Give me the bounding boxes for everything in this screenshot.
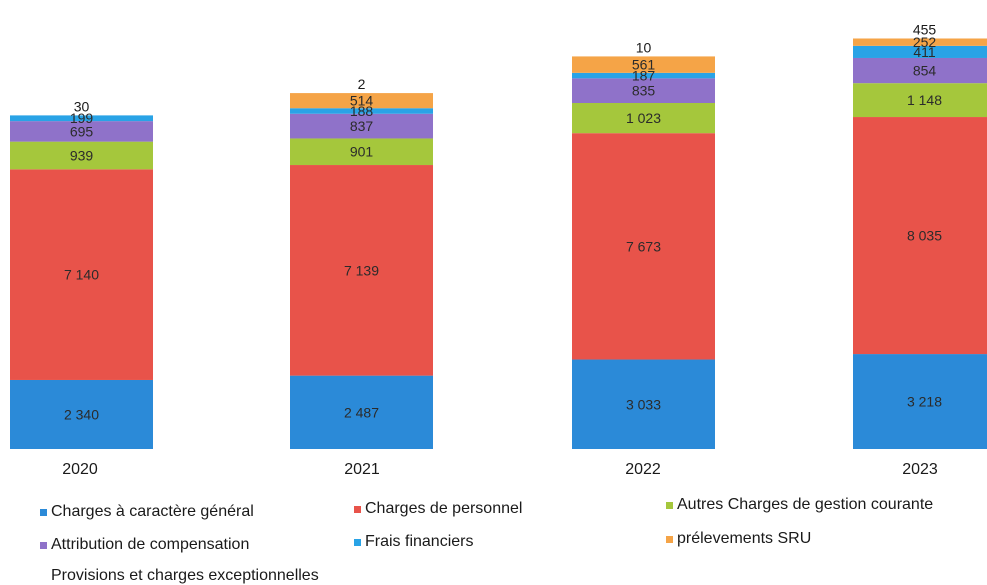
category-label-2020: 2020 (62, 461, 98, 478)
data-label-prelevements-sru-2021: 514 (350, 93, 374, 109)
data-label-charges-de-personnel-2021: 7 139 (344, 262, 379, 278)
data-label-charges-a-caractere-general-2023: 3 218 (907, 394, 942, 410)
data-label-autres-charges-de-gestion-courante-2023: 1 148 (907, 92, 942, 108)
category-labels-layer: 2020 2021 2022 2023 (62, 461, 938, 478)
data-label-charges-de-personnel-2020: 7 140 (64, 267, 99, 283)
data-label-autres-charges-de-gestion-courante-2022: 1 023 (626, 110, 661, 126)
data-label-charges-a-caractere-general-2022: 3 033 (626, 396, 661, 412)
data-label-autres-charges-de-gestion-courante-2021: 901 (350, 144, 374, 160)
data-label-provisions-et-charges-exceptionnelles-2022: 10 (636, 39, 652, 55)
category-label-2021: 2021 (344, 461, 380, 478)
category-label-2022: 2022 (625, 461, 661, 478)
data-label-charges-de-personnel-2023: 8 035 (907, 228, 942, 244)
data-label-provisions-et-charges-exceptionnelles-2020: 30 (74, 98, 90, 114)
data-label-charges-de-personnel-2022: 7 673 (626, 238, 661, 254)
data-label-attribution-de-compensation-2021: 837 (350, 118, 374, 134)
data-label-charges-a-caractere-general-2021: 2 487 (344, 404, 379, 420)
data-label-attribution-de-compensation-2023: 854 (913, 63, 937, 79)
data-label-provisions-et-charges-exceptionnelles-2021: 2 (358, 76, 366, 92)
data-label-provisions-et-charges-exceptionnelles-2023: 455 (913, 21, 937, 37)
bars-layer (10, 25, 987, 449)
data-label-charges-a-caractere-general-2020: 2 340 (64, 406, 99, 422)
data-label-autres-charges-de-gestion-courante-2020: 939 (70, 147, 94, 163)
category-label-2023: 2023 (902, 461, 938, 478)
data-label-prelevements-sru-2022: 561 (632, 57, 656, 73)
data-label-attribution-de-compensation-2022: 835 (632, 83, 656, 99)
